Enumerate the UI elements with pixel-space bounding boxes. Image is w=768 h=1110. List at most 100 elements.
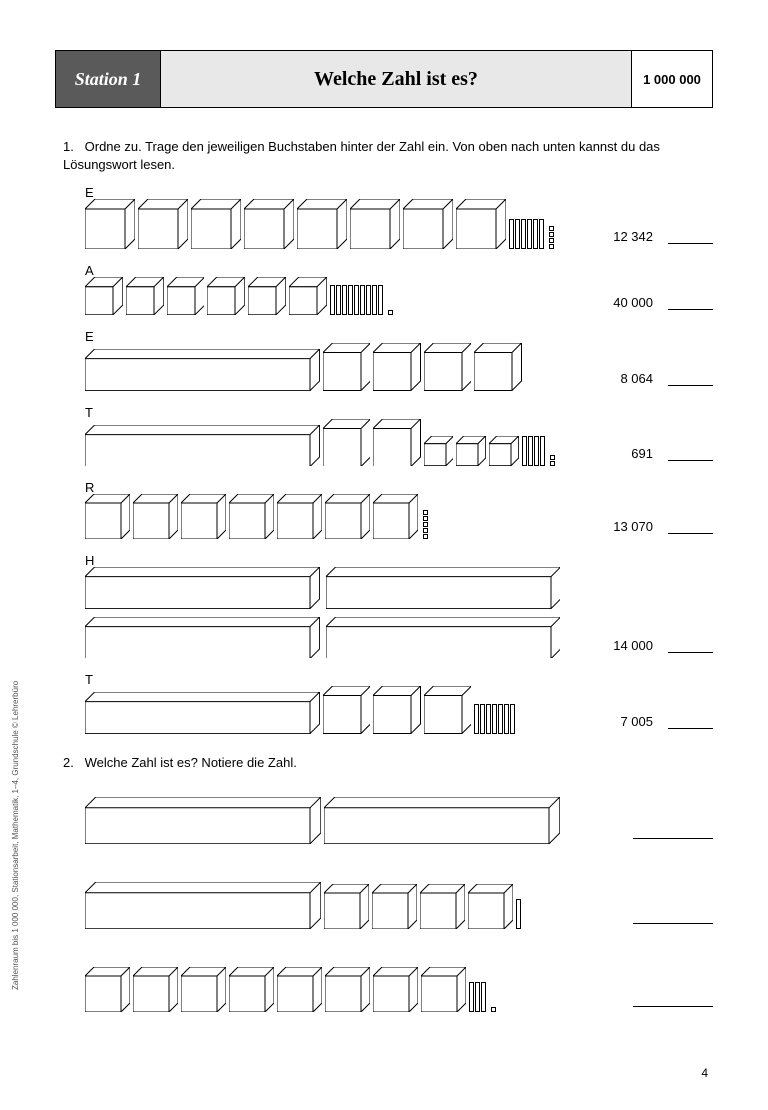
answer-blank[interactable] xyxy=(668,715,713,729)
blocks-area xyxy=(85,787,583,844)
blocks-area xyxy=(85,872,583,929)
answer-blank[interactable] xyxy=(668,296,713,310)
task1-row: E xyxy=(55,189,713,249)
answer-blank[interactable] xyxy=(633,910,713,924)
task1-row: R xyxy=(55,484,713,539)
cube-icon xyxy=(229,967,274,1012)
rod-icon xyxy=(480,704,485,734)
cube-icon xyxy=(350,199,400,249)
cube-icon xyxy=(424,343,472,391)
task2-text: Welche Zahl ist es? Notiere die Zahl. xyxy=(85,755,297,770)
task1-rows: E xyxy=(55,189,713,733)
bar-icon xyxy=(85,425,320,467)
page-title: Welche Zahl ist es? xyxy=(161,51,632,107)
cube-icon xyxy=(325,967,370,1012)
task2-row xyxy=(55,957,713,1012)
bar-icon xyxy=(85,567,320,609)
answer-number: 8 064 xyxy=(620,371,653,386)
rod-icon xyxy=(527,219,532,249)
rod-icon xyxy=(516,899,521,929)
task1-number: 1. xyxy=(63,138,81,156)
cube-icon xyxy=(85,967,130,1012)
answer-area xyxy=(583,825,713,844)
answer-blank[interactable] xyxy=(668,230,713,244)
answer-number: 691 xyxy=(631,446,653,461)
cube-icon xyxy=(403,199,453,249)
unit-icon xyxy=(549,238,554,243)
answer-number: 7 005 xyxy=(620,714,653,729)
task1-text: Ordne zu. Trage den jeweiligen Buchstabe… xyxy=(63,139,660,172)
blocks-area xyxy=(85,957,583,1012)
unit-icon xyxy=(423,528,428,533)
answer-blank[interactable] xyxy=(668,639,713,653)
answer-area: 8 064 xyxy=(583,371,713,391)
cube-icon xyxy=(421,967,466,1012)
task2-instruction: 2. Welche Zahl ist es? Notiere die Zahl. xyxy=(63,754,713,772)
blocks-area xyxy=(85,409,583,467)
blocks-area xyxy=(85,333,583,391)
blocks-area xyxy=(85,267,583,315)
answer-blank[interactable] xyxy=(633,825,713,839)
rod-icon xyxy=(515,219,520,249)
answer-area: 12 342 xyxy=(583,229,713,249)
cube-icon xyxy=(244,199,294,249)
answer-area xyxy=(583,910,713,929)
cube-icon xyxy=(373,419,421,467)
row-letter: T xyxy=(85,405,93,420)
rod-icon xyxy=(360,285,365,315)
flat-icon xyxy=(167,277,205,315)
bar-icon xyxy=(326,617,561,659)
rod-icon xyxy=(504,704,509,734)
cube-icon xyxy=(420,884,465,929)
cube-icon xyxy=(456,199,506,249)
blocks-area xyxy=(85,676,583,734)
cube-icon xyxy=(277,494,322,539)
task1-row: T 7 005 xyxy=(55,676,713,734)
task1-row: E 8 064 xyxy=(55,333,713,391)
bar-icon xyxy=(85,797,321,844)
cube-icon xyxy=(468,884,513,929)
row-letter: A xyxy=(85,263,94,278)
blocks-area xyxy=(85,557,583,658)
task2-rows xyxy=(55,787,713,1012)
rod-icon xyxy=(378,285,383,315)
unit-icon xyxy=(423,534,428,539)
answer-area: 14 000 xyxy=(583,638,713,658)
cube-icon xyxy=(133,967,178,1012)
task2-row xyxy=(55,787,713,844)
answer-blank[interactable] xyxy=(668,372,713,386)
rod-icon xyxy=(528,436,533,466)
number-range: 1 000 000 xyxy=(632,51,712,107)
task1-instruction: 1. Ordne zu. Trage den jeweiligen Buchst… xyxy=(63,138,713,174)
flat-icon xyxy=(126,277,164,315)
station-label: Station 1 xyxy=(56,51,161,107)
rod-icon xyxy=(521,219,526,249)
bar-icon xyxy=(324,797,560,844)
row-letter: R xyxy=(85,480,94,495)
cube-icon xyxy=(373,686,421,734)
cube-icon xyxy=(138,199,188,249)
bar-icon xyxy=(326,567,561,609)
answer-blank[interactable] xyxy=(668,447,713,461)
bar-icon xyxy=(85,617,320,659)
flat-icon xyxy=(248,277,286,315)
rod-icon xyxy=(330,285,335,315)
rod-icon xyxy=(342,285,347,315)
flat-icon xyxy=(289,277,327,315)
cube-icon xyxy=(181,494,226,539)
rod-icon xyxy=(481,982,486,1012)
cube-icon xyxy=(324,884,369,929)
rod-icon xyxy=(336,285,341,315)
unit-icon xyxy=(491,1007,496,1012)
rod-icon xyxy=(540,436,545,466)
answer-area: 40 000 xyxy=(583,295,713,315)
blocks-area xyxy=(85,484,583,539)
task1-row: H 14 000 xyxy=(55,557,713,658)
cube-icon xyxy=(297,199,347,249)
rod-icon xyxy=(498,704,503,734)
answer-number: 12 342 xyxy=(613,229,653,244)
unit-icon xyxy=(549,226,554,231)
answer-blank[interactable] xyxy=(668,520,713,534)
answer-blank[interactable] xyxy=(633,993,713,1007)
answer-number: 13 070 xyxy=(613,519,653,534)
